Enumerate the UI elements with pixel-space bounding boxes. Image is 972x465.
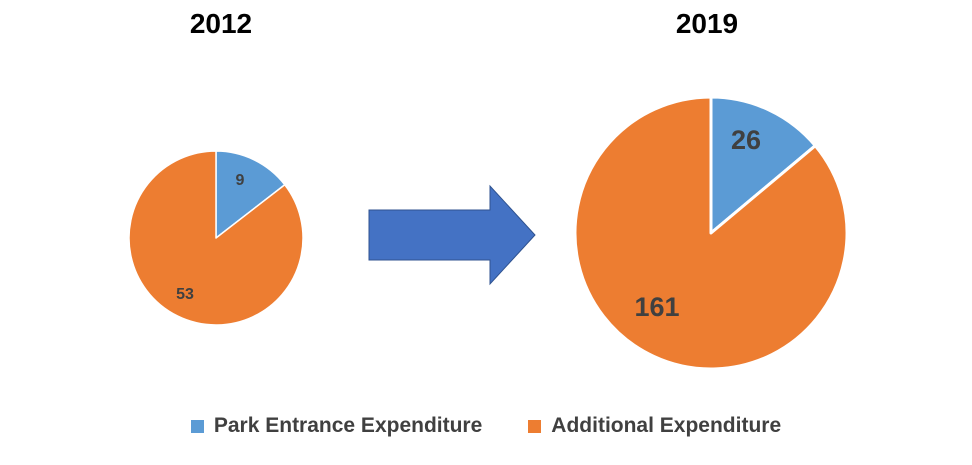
pie-2012: 9 53 xyxy=(128,150,304,326)
slice-value-label-2019-additional: 161 xyxy=(634,292,679,322)
pie-slice-2019-park-entrance xyxy=(709,95,817,235)
legend-item-park-entrance: Park Entrance Expenditure xyxy=(190,414,483,438)
pie-slice-2012-additional xyxy=(128,150,304,326)
legend: Park Entrance Expenditure Additional Exp… xyxy=(0,414,972,438)
legend-label-park-entrance: Park Entrance Expenditure xyxy=(213,414,483,437)
pie-2019: 26 161 xyxy=(573,95,849,371)
pie-slice-2019-additional xyxy=(573,95,849,371)
legend-swatch-park-entrance xyxy=(190,419,204,433)
growth-arrow xyxy=(368,184,536,286)
legend-label-additional: Additional Expenditure xyxy=(551,414,782,437)
pie-slice-2012-park-entrance xyxy=(215,150,286,239)
slice-value-label-2012-park-entrance: 9 xyxy=(236,172,245,189)
legend-item-additional: Additional Expenditure xyxy=(528,414,781,438)
chart-title-2019: 2019 xyxy=(676,8,738,39)
slice-value-label-2019-park-entrance: 26 xyxy=(731,125,761,155)
chart-title-2012: 2012 xyxy=(190,8,252,39)
slice-value-label-2012-additional: 53 xyxy=(176,286,194,303)
legend-swatch-additional xyxy=(528,419,542,433)
